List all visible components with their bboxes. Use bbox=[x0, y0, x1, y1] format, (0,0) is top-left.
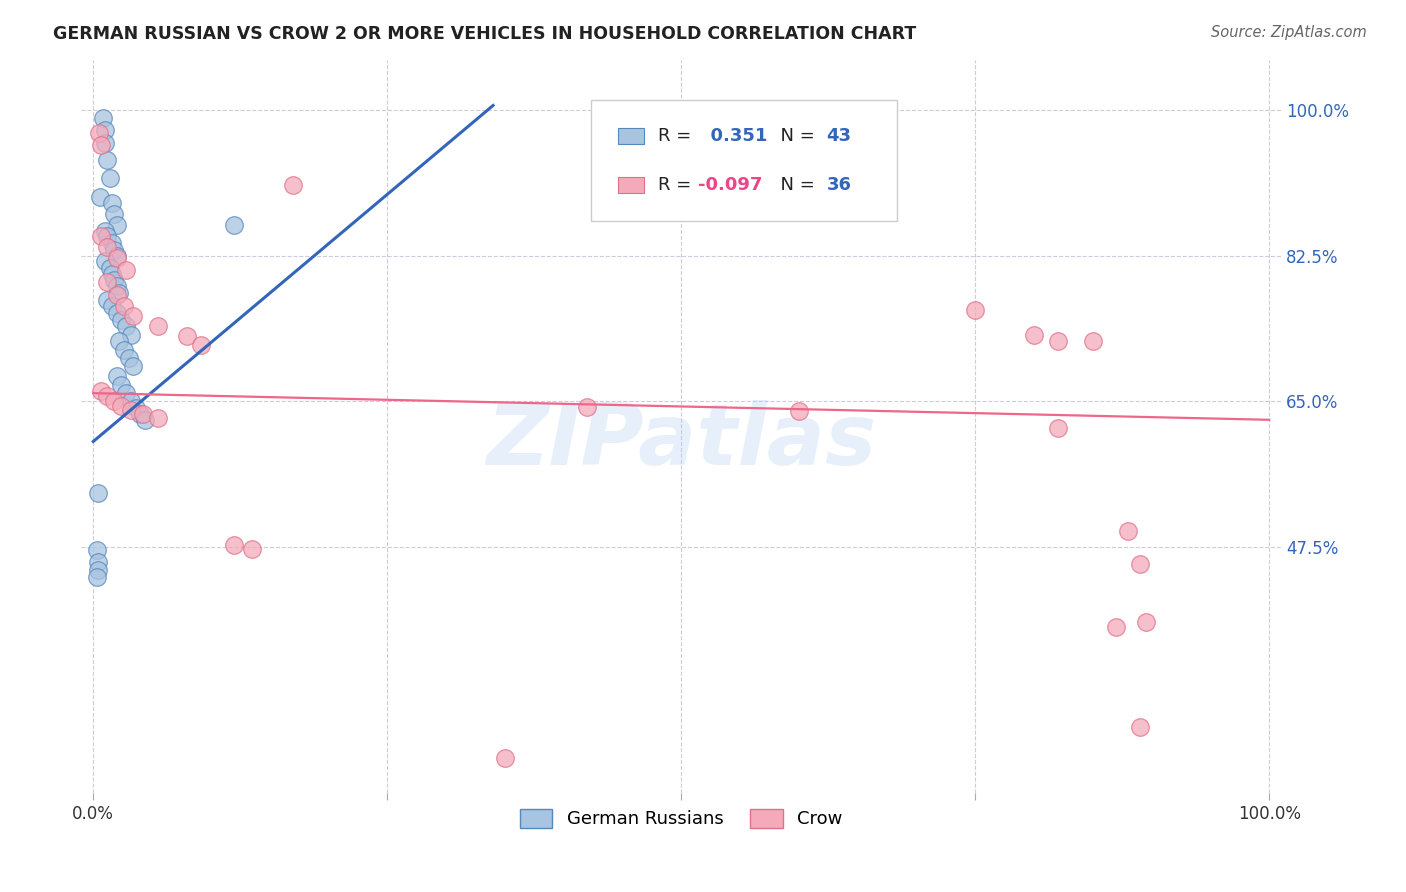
Point bbox=[96, 153, 118, 167]
Point bbox=[86, 542, 108, 557]
Point bbox=[146, 319, 169, 334]
Point bbox=[224, 218, 246, 232]
Point bbox=[115, 319, 138, 334]
FancyBboxPatch shape bbox=[592, 100, 897, 221]
Point bbox=[124, 401, 146, 416]
Point bbox=[105, 369, 128, 384]
Point bbox=[190, 338, 212, 352]
Point bbox=[86, 569, 108, 583]
Point bbox=[1129, 557, 1152, 571]
Point bbox=[96, 293, 118, 307]
Text: GERMAN RUSSIAN VS CROW 2 OR MORE VEHICLES IN HOUSEHOLD CORRELATION CHART: GERMAN RUSSIAN VS CROW 2 OR MORE VEHICLE… bbox=[53, 25, 917, 43]
Point bbox=[112, 299, 135, 313]
Point bbox=[134, 413, 156, 427]
Point bbox=[240, 542, 263, 557]
Point bbox=[87, 563, 110, 577]
Point bbox=[89, 190, 111, 204]
Point bbox=[105, 251, 128, 265]
Point bbox=[576, 401, 599, 415]
Point bbox=[110, 312, 132, 326]
Point bbox=[108, 286, 131, 301]
Point bbox=[1046, 334, 1069, 349]
Point bbox=[103, 243, 125, 257]
Point bbox=[1129, 720, 1152, 734]
Point bbox=[94, 123, 117, 137]
Point bbox=[96, 275, 118, 289]
Point bbox=[120, 394, 142, 409]
Point bbox=[115, 386, 138, 401]
Text: 36: 36 bbox=[827, 176, 852, 194]
Point bbox=[103, 273, 125, 287]
Point bbox=[105, 279, 128, 293]
Point bbox=[90, 137, 112, 152]
Text: R =: R = bbox=[658, 176, 697, 194]
Point bbox=[91, 111, 114, 125]
Point bbox=[101, 235, 124, 250]
Point bbox=[103, 207, 125, 221]
Point bbox=[101, 196, 124, 211]
Point bbox=[94, 254, 117, 268]
Point bbox=[112, 343, 135, 357]
Point bbox=[224, 538, 246, 552]
Point bbox=[103, 393, 125, 408]
Point bbox=[110, 377, 132, 392]
Text: Source: ZipAtlas.com: Source: ZipAtlas.com bbox=[1211, 25, 1367, 40]
Text: ZIPatlas: ZIPatlas bbox=[486, 400, 876, 483]
Point bbox=[120, 402, 142, 417]
Point bbox=[787, 404, 810, 418]
Text: N =: N = bbox=[769, 127, 820, 145]
Point bbox=[1081, 334, 1104, 349]
Point bbox=[1135, 615, 1157, 630]
Point bbox=[131, 407, 153, 421]
Point bbox=[96, 389, 118, 403]
Point bbox=[94, 223, 117, 237]
Point bbox=[105, 306, 128, 320]
Point bbox=[115, 262, 138, 277]
Point bbox=[122, 359, 145, 374]
Point bbox=[87, 486, 110, 500]
Text: R =: R = bbox=[658, 127, 697, 145]
FancyBboxPatch shape bbox=[617, 128, 644, 144]
Point bbox=[98, 171, 121, 186]
Point bbox=[283, 178, 305, 192]
Text: 43: 43 bbox=[827, 127, 852, 145]
Point bbox=[90, 229, 112, 244]
Point bbox=[129, 407, 152, 421]
Legend: German Russians, Crow: German Russians, Crow bbox=[512, 802, 851, 836]
Point bbox=[101, 300, 124, 314]
Point bbox=[110, 399, 132, 413]
Point bbox=[120, 327, 142, 342]
Point bbox=[105, 248, 128, 262]
Point bbox=[176, 329, 198, 343]
FancyBboxPatch shape bbox=[617, 177, 644, 194]
Point bbox=[1105, 619, 1128, 633]
Point bbox=[146, 411, 169, 425]
Point bbox=[122, 309, 145, 323]
Point bbox=[96, 240, 118, 254]
Point bbox=[965, 302, 987, 317]
Text: -0.097: -0.097 bbox=[697, 176, 762, 194]
Point bbox=[98, 261, 121, 276]
Point bbox=[105, 218, 128, 232]
Point bbox=[89, 126, 111, 140]
Point bbox=[101, 267, 124, 281]
Point bbox=[94, 136, 117, 150]
Text: 0.351: 0.351 bbox=[697, 127, 768, 145]
Point bbox=[105, 287, 128, 301]
Point bbox=[96, 229, 118, 244]
Point bbox=[90, 384, 112, 398]
Text: N =: N = bbox=[769, 176, 820, 194]
Point bbox=[117, 351, 139, 365]
Point bbox=[1116, 524, 1139, 538]
Point bbox=[87, 555, 110, 569]
Point bbox=[1046, 421, 1069, 435]
Point bbox=[1022, 327, 1045, 342]
Point bbox=[494, 751, 516, 765]
Point bbox=[108, 334, 131, 349]
